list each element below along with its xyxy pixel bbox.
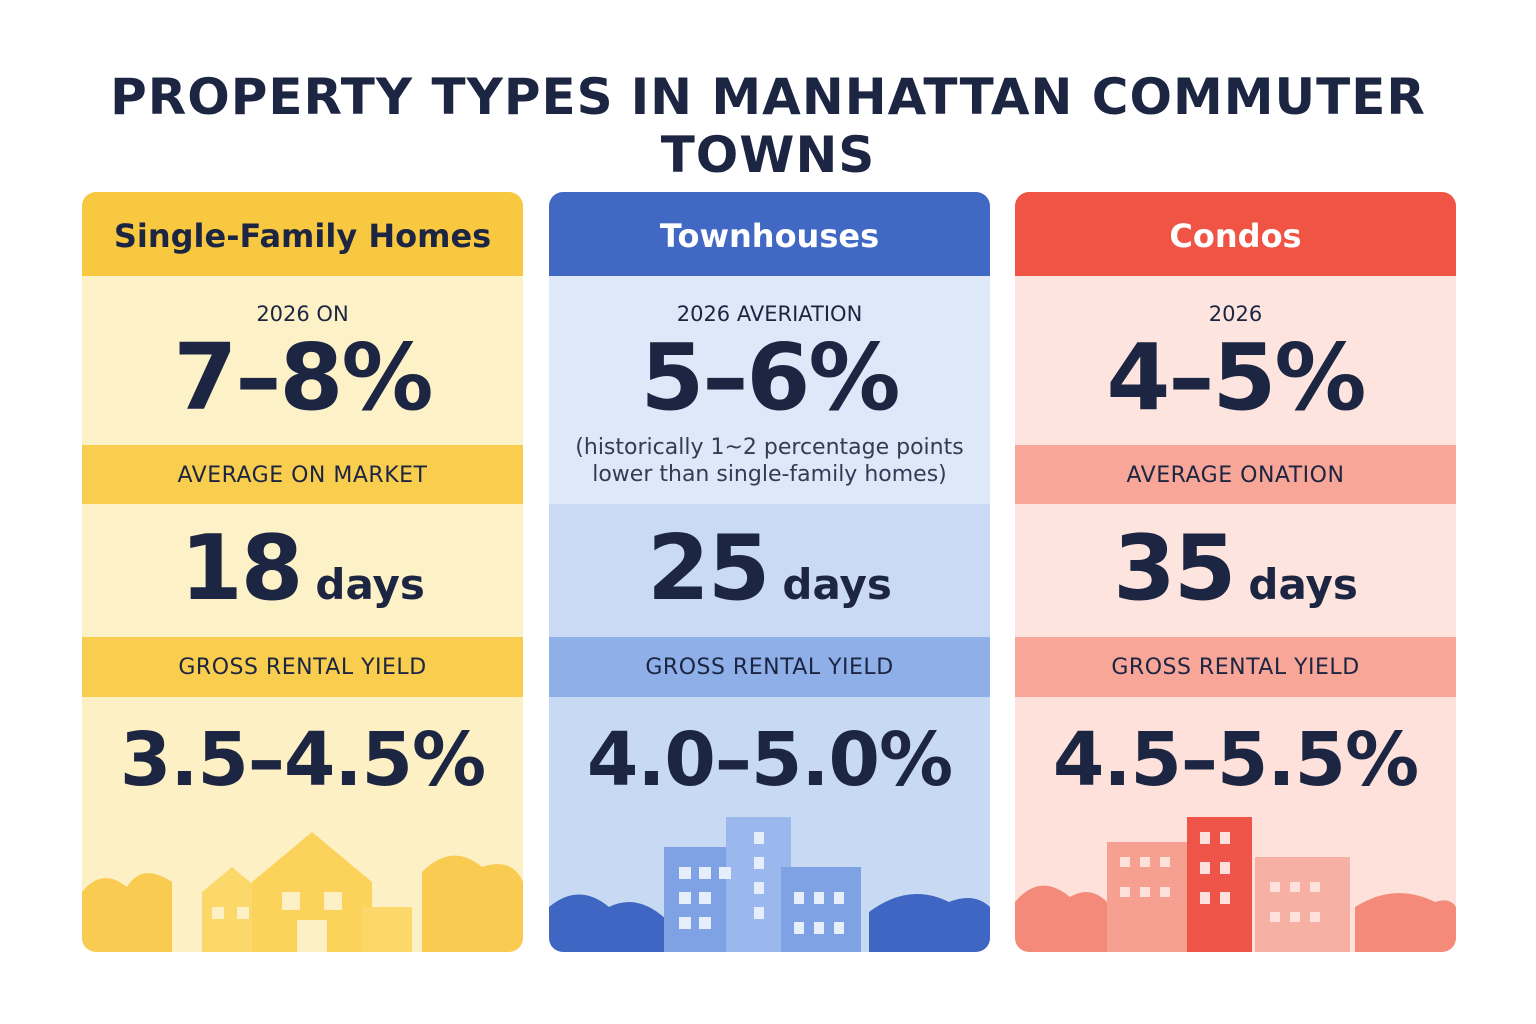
section: 2026 AVERIATION 5–6% (historically 1~2 p…: [549, 276, 990, 504]
days-number: 25: [647, 516, 770, 621]
days-number: 18: [180, 516, 303, 621]
days-unit: days: [315, 560, 425, 609]
value: 4–5%: [1106, 324, 1366, 431]
days: 18 days: [82, 504, 523, 637]
card-header: Single-Family Homes: [82, 192, 523, 276]
card: Condos 2026 4–5% AVERAGE ONATION 35 days …: [1015, 192, 1456, 952]
card: Single-Family Homes 2026 ON 7–8% AVERAGE…: [82, 192, 523, 952]
days: 35 days: [1015, 504, 1456, 637]
band-label: GROSS RENTAL YIELD: [82, 637, 523, 697]
days-unit: days: [782, 560, 892, 609]
section: 2026 ON 7–8%: [82, 276, 523, 445]
title-rest: IN MANHATTAN COMMUTER TOWNS: [630, 68, 1426, 184]
days-number: 35: [1113, 516, 1236, 621]
value: 5–6%: [640, 324, 900, 431]
yield-section: 3.5–4.5%: [82, 697, 523, 952]
band-label: GROSS RENTAL YIELD: [549, 637, 990, 697]
title: PROPERTY TYPES IN MANHATTAN COMMUTER TOW…: [0, 68, 1536, 184]
label: 2026: [1208, 302, 1263, 326]
house-illustration: [82, 832, 523, 952]
value: 7–8%: [173, 324, 433, 431]
band-label: AVERAGE ON MARKET: [82, 445, 523, 505]
note-line: lower than single-family homes): [592, 462, 947, 487]
days: 25 days: [549, 504, 990, 637]
section: 2026 4–5%: [1015, 276, 1456, 445]
band-label: AVERAGE ONATION: [1015, 445, 1456, 505]
yield-value: 3.5–4.5%: [119, 717, 486, 803]
card-header: Townhouses: [549, 192, 990, 276]
band-label: GROSS RENTAL YIELD: [1015, 637, 1456, 697]
label: 2026 ON: [256, 302, 349, 326]
yield-section: 4.0–5.0%: [549, 697, 990, 952]
label: 2026 AVERIATION: [676, 302, 863, 326]
card-header: Condos: [1015, 192, 1456, 276]
note: (historically 1~2 percentage points lower…: [549, 434, 990, 488]
townhouse-illustration: [549, 817, 990, 952]
days-unit: days: [1248, 560, 1358, 609]
yield-value: 4.0–5.0%: [586, 717, 953, 803]
card: Townhouses 2026 AVERIATION 5–6% (histori…: [549, 192, 990, 952]
yield-value: 4.5–5.5%: [1052, 717, 1419, 803]
note-line: (historically 1~2 percentage points: [575, 435, 964, 460]
title-bold: PROPERTY TYPES: [110, 68, 614, 126]
yield-section: 4.5–5.5%: [1015, 697, 1456, 952]
condo-illustration: [1015, 817, 1456, 952]
